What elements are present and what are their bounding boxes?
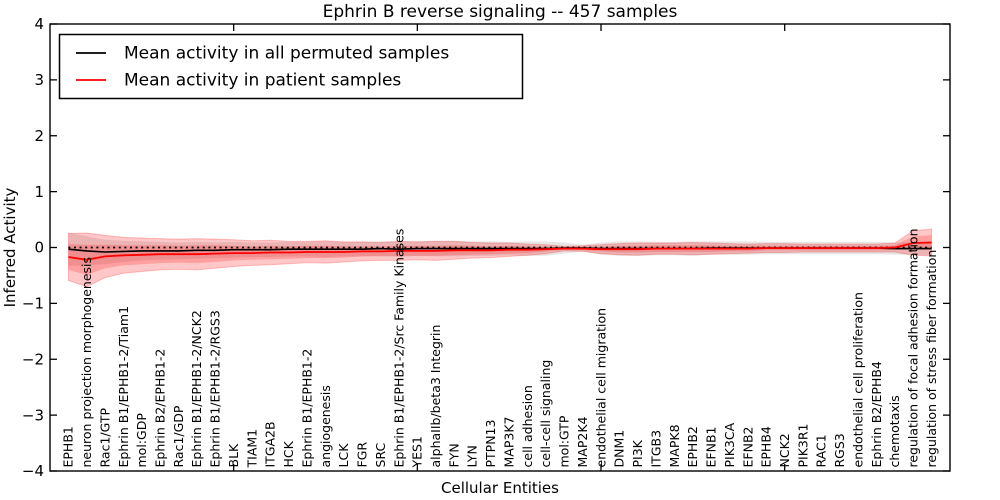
x-tick-label: RAC1 <box>814 434 829 467</box>
x-tick-label: PI3K <box>630 439 645 467</box>
x-tick-label: ITGB3 <box>648 430 663 468</box>
legend-box <box>58 33 524 100</box>
x-tick-label: alphaIIb/beta3 Integrin <box>428 325 443 468</box>
x-tick-label: ITGA2B <box>263 421 278 467</box>
y-tick-label: −3 <box>22 406 44 424</box>
x-tick-label: mol:GTP <box>557 415 572 467</box>
x-tick-label: endothelial cell proliferation <box>851 292 866 467</box>
patient-mean-line <box>68 241 932 261</box>
y-tick-label: 1 <box>34 183 44 201</box>
patient-band-outer <box>67 228 933 288</box>
x-tick-label: Ephrin B2/EPHB4 <box>869 361 884 467</box>
x-tick-label: EFNB2 <box>740 427 755 468</box>
x-tick-label: PIK3R1 <box>795 423 810 467</box>
x-tick-label: RGS3 <box>832 433 847 467</box>
x-tick-label: NCK2 <box>777 433 792 467</box>
x-tick-label: chemotaxis <box>887 395 902 467</box>
x-tick-label: EPHB2 <box>685 426 700 467</box>
x-tick-label: regulation of focal adhesion formation <box>906 229 921 468</box>
x-tick-label: Rac1/GDP <box>171 405 186 467</box>
x-tick-label: LCK <box>336 443 351 468</box>
y-axis-label: Inferred Activity <box>1 187 19 307</box>
x-tick-label: PTPN13 <box>483 420 498 468</box>
x-tick-label: neuron projection morphogenesis <box>79 257 94 468</box>
x-tick-label: FYN <box>446 443 461 467</box>
x-tick-label: BLK <box>226 443 241 468</box>
x-tick-label: HCK <box>281 440 296 467</box>
y-tick-label: 4 <box>34 15 44 33</box>
x-tick-label: SRC <box>373 443 388 468</box>
y-tick-label: −1 <box>22 295 44 313</box>
x-tick-label: Ephrin B1/EPHB1-2 <box>299 349 314 468</box>
x-tick-label: mol:GDP <box>134 413 149 468</box>
x-tick-label: TIAM1 <box>244 429 259 469</box>
x-tick-label: YES1 <box>410 436 425 468</box>
x-tick-label: EPHB1 <box>61 426 76 467</box>
x-tick-label: PIK3CA <box>722 422 737 467</box>
x-tick-label: DNM1 <box>612 430 627 468</box>
x-tick-label: MAPK8 <box>667 424 682 467</box>
x-tick-label: LYN <box>465 445 480 467</box>
x-tick-label: cell adhesion <box>520 385 535 467</box>
x-tick-label: Ephrin B1/EPHB1-2/RGS3 <box>208 310 223 467</box>
x-axis-label: Cellular Entities <box>441 479 559 497</box>
legend-label-patient: Mean activity in patient samples <box>124 71 401 91</box>
y-tick-label: 3 <box>34 71 44 89</box>
plot-frame <box>49 23 951 472</box>
confidence-bands <box>67 228 933 288</box>
x-tick-labels: EPHB1 neuron projection morphogenesis Rac1… <box>61 229 939 469</box>
chart-title: Ephrin B reverse signaling -- 457 sample… <box>323 2 678 22</box>
x-tick-label: MAP2K4 <box>575 416 590 467</box>
x-tick-label: EFNB1 <box>704 427 719 468</box>
axis-ticks: 4 3 2 1 0 −1 −2 −3 −4 <box>22 15 950 480</box>
x-tick-label: Ephrin B1/EPHB1-2/Tiam1 <box>116 306 131 468</box>
x-tick-label: MAP3K7 <box>502 417 517 468</box>
x-tick-label: regulation of stress fiber formation <box>924 250 939 468</box>
y-tick-label: −2 <box>22 350 44 368</box>
x-tick-label: Ephrin B2/EPHB1-2 <box>153 349 168 468</box>
x-tick-label: Ephrin B1/EPHB1-2/Src Family Kinases <box>391 229 406 468</box>
x-tick-label: Ephrin B1/EPHB1-2/NCK2 <box>189 310 204 467</box>
x-tick-label: endothelial cell migration <box>593 308 608 468</box>
y-tick-label: 0 <box>34 239 44 257</box>
x-tick-label: angiogenesis <box>318 385 333 467</box>
x-tick-label: Rac1/GTP <box>97 408 112 468</box>
y-tick-label: −4 <box>22 462 44 480</box>
x-tick-label: FGR <box>355 442 370 468</box>
y-tick-label: 2 <box>34 127 44 145</box>
x-tick-label: EPHB4 <box>759 426 774 467</box>
patient-band-inner <box>68 235 932 275</box>
data-lines <box>68 241 932 261</box>
legend: Mean activity in all permuted samples Me… <box>58 33 524 100</box>
x-tick-label: cell-cell signaling <box>538 360 553 468</box>
legend-label-permuted: Mean activity in all permuted samples <box>124 44 449 64</box>
